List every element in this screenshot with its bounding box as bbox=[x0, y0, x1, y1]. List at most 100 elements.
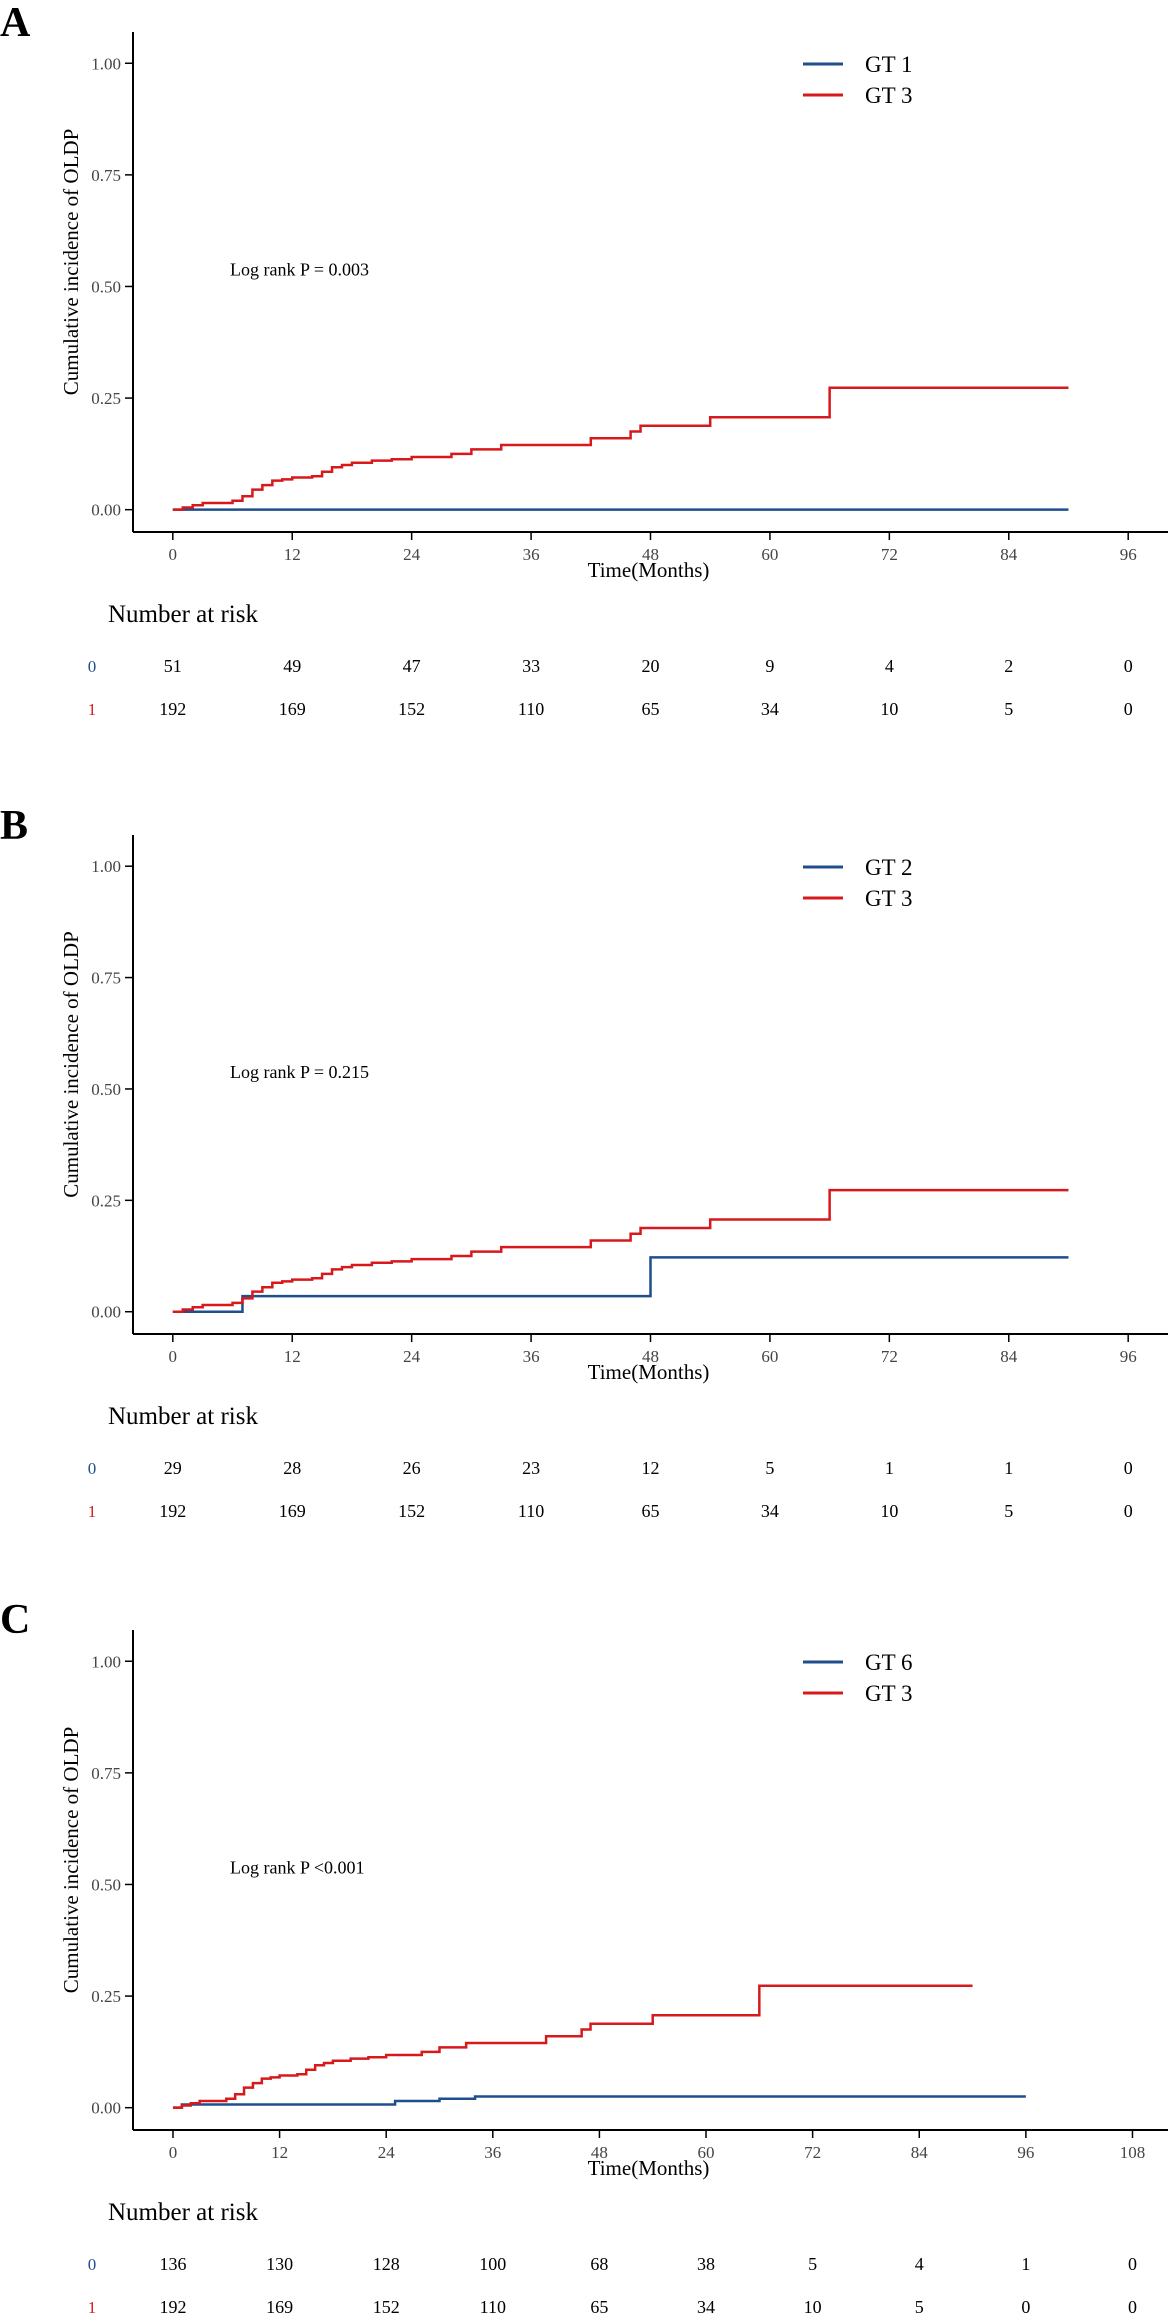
panel-label: B bbox=[0, 803, 28, 849]
risk-value: 51 bbox=[164, 656, 182, 676]
x-tick-label: 60 bbox=[761, 1347, 778, 1366]
x-tick-label: 96 bbox=[1017, 2143, 1034, 2162]
x-tick-label: 108 bbox=[1120, 2143, 1146, 2162]
risk-value: 128 bbox=[373, 2254, 400, 2274]
y-axis-title: Cumulative incidence of OLDP bbox=[59, 1727, 83, 1994]
x-tick-label: 96 bbox=[1120, 1347, 1137, 1366]
risk-value: 136 bbox=[159, 2254, 186, 2274]
x-tick-label: 36 bbox=[523, 1347, 540, 1366]
risk-value: 152 bbox=[398, 1501, 425, 1521]
risk-value: 34 bbox=[761, 699, 779, 719]
log-rank-annotation: Log rank P = 0.003 bbox=[230, 259, 369, 279]
x-tick-label: 72 bbox=[881, 1347, 898, 1366]
legend-label: GT 3 bbox=[865, 1681, 913, 1706]
y-tick-label: 0.75 bbox=[91, 1764, 121, 1783]
risk-value: 47 bbox=[403, 656, 421, 676]
y-tick-label: 0.75 bbox=[91, 166, 121, 185]
risk-value: 9 bbox=[765, 656, 774, 676]
log-rank-annotation: Log rank P = 0.215 bbox=[230, 1062, 369, 1082]
x-tick-label: 24 bbox=[378, 2143, 396, 2162]
risk-value: 0 bbox=[1021, 2297, 1030, 2317]
y-axis-title: Cumulative incidence of OLDP bbox=[59, 129, 83, 396]
risk-value: 110 bbox=[480, 2297, 506, 2317]
risk-value: 2 bbox=[1004, 656, 1013, 676]
y-axis-title: Cumulative incidence of OLDP bbox=[59, 931, 83, 1198]
y-tick-label: 0.25 bbox=[91, 389, 121, 408]
risk-value: 26 bbox=[403, 1458, 421, 1478]
legend-label: GT 6 bbox=[865, 1650, 913, 1675]
x-tick-label: 48 bbox=[642, 1347, 659, 1366]
risk-value: 0 bbox=[1124, 699, 1133, 719]
legend-label: GT 2 bbox=[865, 855, 913, 880]
risk-value: 0 bbox=[1128, 2297, 1137, 2317]
risk-value: 192 bbox=[159, 2297, 186, 2317]
series-line bbox=[172, 386, 1069, 511]
risk-value: 0 bbox=[1128, 2254, 1137, 2274]
risk-value: 5 bbox=[1004, 699, 1013, 719]
risk-value: 20 bbox=[642, 656, 660, 676]
x-tick-label: 72 bbox=[881, 545, 898, 564]
y-tick-label: 1.00 bbox=[91, 54, 121, 73]
risk-value: 10 bbox=[880, 699, 898, 719]
x-tick-label: 0 bbox=[169, 545, 178, 564]
risk-value: 28 bbox=[283, 1458, 301, 1478]
risk-row-label: 0 bbox=[88, 1459, 97, 1478]
risk-value: 1 bbox=[1021, 2254, 1030, 2274]
risk-value: 192 bbox=[159, 699, 186, 719]
legend-label: GT 1 bbox=[865, 52, 913, 77]
risk-value: 100 bbox=[479, 2254, 506, 2274]
risk-value: 169 bbox=[279, 699, 306, 719]
risk-table-title: Number at risk bbox=[108, 601, 258, 628]
risk-value: 68 bbox=[590, 2254, 608, 2274]
risk-value: 65 bbox=[642, 1501, 660, 1521]
y-tick-label: 1.00 bbox=[91, 1652, 121, 1671]
risk-value: 0 bbox=[1124, 1458, 1133, 1478]
risk-table-title: Number at risk bbox=[108, 2199, 258, 2226]
risk-value: 5 bbox=[765, 1458, 774, 1478]
risk-value: 49 bbox=[283, 656, 301, 676]
risk-table-title: Number at risk bbox=[108, 1403, 258, 1430]
x-tick-label: 0 bbox=[169, 1347, 178, 1366]
risk-value: 33 bbox=[522, 656, 540, 676]
risk-value: 5 bbox=[808, 2254, 817, 2274]
y-tick-label: 1.00 bbox=[91, 857, 121, 876]
risk-value: 0 bbox=[1124, 656, 1133, 676]
panel-label: A bbox=[0, 0, 31, 46]
risk-value: 23 bbox=[522, 1458, 540, 1478]
x-tick-label: 24 bbox=[403, 545, 421, 564]
risk-row-label: 1 bbox=[88, 700, 97, 719]
x-tick-label: 36 bbox=[484, 2143, 501, 2162]
series-line bbox=[172, 1188, 1069, 1313]
series-line bbox=[172, 2095, 1026, 2109]
risk-value: 5 bbox=[915, 2297, 924, 2317]
risk-value: 152 bbox=[373, 2297, 400, 2317]
risk-value: 1 bbox=[1004, 1458, 1013, 1478]
y-tick-label: 0.25 bbox=[91, 1191, 121, 1210]
risk-value: 38 bbox=[697, 2254, 715, 2274]
risk-value: 169 bbox=[279, 1501, 306, 1521]
risk-value: 65 bbox=[590, 2297, 608, 2317]
panel-a: A0.000.250.500.751.000 12 24 36 48 60 72 84 96Ti… bbox=[0, 0, 1168, 719]
risk-value: 4 bbox=[915, 2254, 924, 2274]
risk-row-label: 0 bbox=[88, 2255, 97, 2274]
y-tick-label: 0.50 bbox=[91, 1080, 121, 1099]
risk-value: 10 bbox=[804, 2297, 822, 2317]
y-tick-label: 0.00 bbox=[91, 2099, 121, 2118]
y-tick-label: 0.25 bbox=[91, 1987, 121, 2006]
x-tick-label: 12 bbox=[284, 545, 301, 564]
legend-label: GT 3 bbox=[865, 886, 913, 911]
risk-value: 152 bbox=[398, 699, 425, 719]
risk-value: 110 bbox=[518, 1501, 544, 1521]
x-axis-title: Time(Months) bbox=[588, 1360, 710, 1384]
x-tick-label: 84 bbox=[911, 2143, 929, 2162]
x-tick-label: 84 bbox=[1000, 1347, 1018, 1366]
x-tick-label: 48 bbox=[642, 545, 659, 564]
x-tick-label: 60 bbox=[761, 545, 778, 564]
x-tick-label: 36 bbox=[523, 545, 540, 564]
legend-label: GT 3 bbox=[865, 83, 913, 108]
x-tick-label: 84 bbox=[1000, 545, 1018, 564]
risk-row-label: 0 bbox=[88, 657, 97, 676]
risk-row-label: 1 bbox=[88, 1502, 97, 1521]
x-tick-label: 60 bbox=[698, 2143, 715, 2162]
